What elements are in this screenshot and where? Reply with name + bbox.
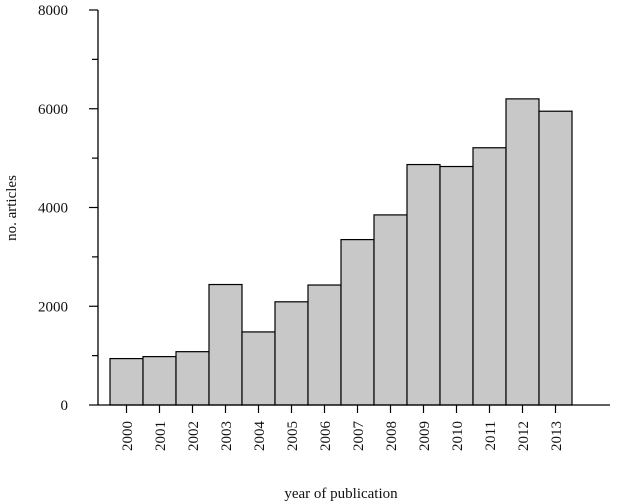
bar-2009 (406, 163, 441, 406)
y-axis-label: no. articles (4, 175, 20, 241)
y-tick-label: 2000 (38, 299, 68, 315)
x-tick-label-2001: 2001 (153, 421, 169, 451)
x-tick-label-2004: 2004 (252, 421, 268, 452)
bar-2007 (340, 238, 375, 406)
x-tick-label-2008: 2008 (384, 421, 400, 451)
bar-2003 (208, 283, 243, 406)
bar-2006 (307, 284, 342, 406)
x-tick-label-2005: 2005 (285, 421, 301, 451)
bar-2012 (505, 98, 540, 406)
x-axis-ticks: 2000 2001 2002 2003 2004 2005 2006 2007 2008 2009… (120, 405, 565, 451)
x-tick-label-2010: 2010 (450, 421, 466, 451)
bars-layer (109, 98, 573, 406)
bar-2008 (373, 214, 408, 406)
x-tick-label-2013: 2013 (549, 421, 565, 451)
bar-2010 (439, 165, 474, 406)
x-tick-label-2000: 2000 (120, 421, 136, 451)
bar-2005 (274, 301, 309, 406)
bar-2002 (175, 351, 210, 406)
x-tick-label-2012: 2012 (516, 421, 532, 451)
x-tick-label-2002: 2002 (186, 421, 202, 451)
bar-2000 (109, 357, 144, 406)
x-axis-label: year of publication (284, 486, 398, 502)
y-tick-label: 0 (61, 398, 69, 414)
x-tick-label-2011: 2011 (483, 421, 499, 450)
y-tick-label: 8000 (38, 3, 68, 19)
y-axis-ticks: 0 2000 4000 6000 8000 (38, 3, 98, 414)
x-tick-label-2006: 2006 (318, 421, 334, 452)
x-tick-label-2003: 2003 (219, 421, 235, 451)
bar-2013 (538, 110, 573, 406)
x-tick-label-2007: 2007 (351, 421, 367, 452)
x-tick-label-2009: 2009 (417, 421, 433, 451)
bar-2001 (142, 356, 177, 406)
y-tick-label: 6000 (38, 102, 68, 118)
bar-2004 (241, 331, 276, 406)
bar-2011 (472, 147, 507, 406)
y-tick-label: 4000 (38, 201, 68, 217)
